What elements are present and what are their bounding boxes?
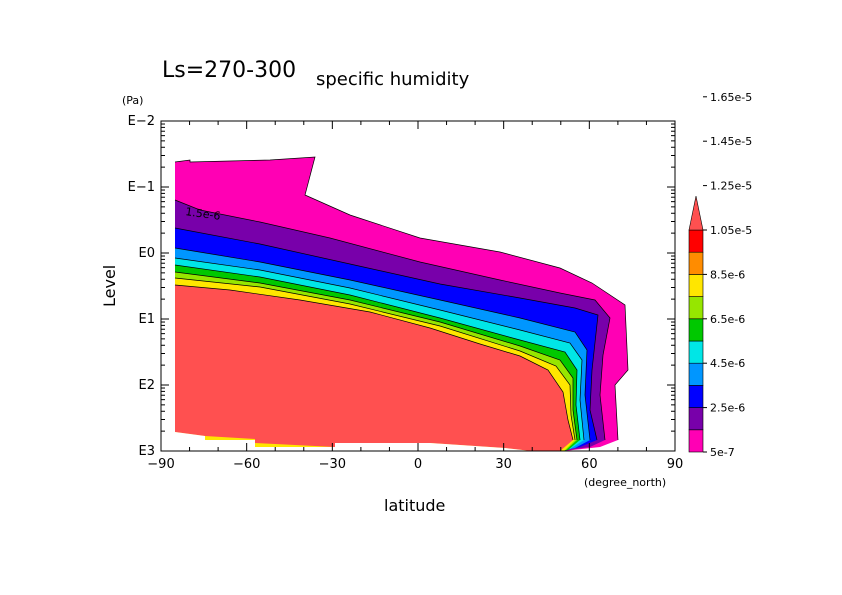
y-tick-label: E0 [139, 246, 156, 261]
colorbar-label: 6.5e-6 [710, 313, 745, 326]
colorbar-label: 1.45e-5 [710, 135, 752, 148]
colorbar-swatch [688, 407, 704, 431]
contour-band-max [175, 285, 573, 451]
colorbar-swatch [688, 385, 704, 408]
colorbar-swatch [688, 362, 704, 386]
x-tick-label: 60 [581, 457, 598, 472]
topography-void [175, 432, 532, 451]
contour-fields [174, 156, 629, 451]
colorbar-swatch [688, 296, 704, 320]
x-tick-label: 90 [667, 457, 684, 472]
x-tick-label: −90 [147, 457, 174, 472]
x-tick-label: −30 [319, 457, 346, 472]
x-axis-unit: (degree_north) [584, 476, 666, 489]
colorbar: 5e-7 2.5e-6 4.5e-6 6.5e-6 8.5e-6 1.05e-5 1.25e… [688, 91, 752, 459]
x-axis: −90 −60 −30 0 30 60 90 [147, 121, 683, 472]
y-tick-label: E2 [139, 378, 156, 393]
colorbar-label: 1.65e-5 [710, 91, 752, 104]
colorbar-swatch [688, 429, 704, 453]
colorbar-extension [688, 195, 704, 231]
colorbar-swatch [688, 251, 704, 275]
y-tick-label: E−2 [128, 114, 155, 129]
colorbar-label: 8.5e-6 [710, 268, 745, 281]
colorbar-swatch [688, 229, 704, 253]
y-axis: E3 E2 E1 E0 E−1 E−2 [128, 114, 675, 459]
colorbar-swatch [688, 340, 704, 364]
colorbar-label: 5e-7 [710, 446, 735, 459]
colorbar-label: 2.5e-6 [710, 402, 745, 415]
x-tick-label: 30 [495, 457, 512, 472]
y-axis-unit: (Pa) [122, 94, 143, 107]
colorbar-swatch [688, 318, 704, 342]
x-tick-label: 0 [414, 457, 422, 472]
colorbar-label: 1.05e-5 [710, 224, 752, 237]
contour-label: 1.5e-6 [185, 205, 222, 223]
colorbar-label: 4.5e-6 [710, 357, 745, 370]
chart-subtitle: specific humidity [316, 69, 470, 90]
chart-title: Ls=270-300 [162, 58, 296, 83]
x-tick-label: −60 [233, 457, 260, 472]
y-tick-label: E−1 [128, 180, 155, 195]
colorbar-swatch [688, 274, 704, 297]
y-tick-label: E3 [139, 444, 156, 459]
y-tick-label: E1 [139, 312, 156, 327]
colorbar-label: 1.25e-5 [710, 180, 752, 193]
x-axis-label: latitude [384, 496, 445, 515]
y-axis-label: Level [100, 265, 119, 307]
